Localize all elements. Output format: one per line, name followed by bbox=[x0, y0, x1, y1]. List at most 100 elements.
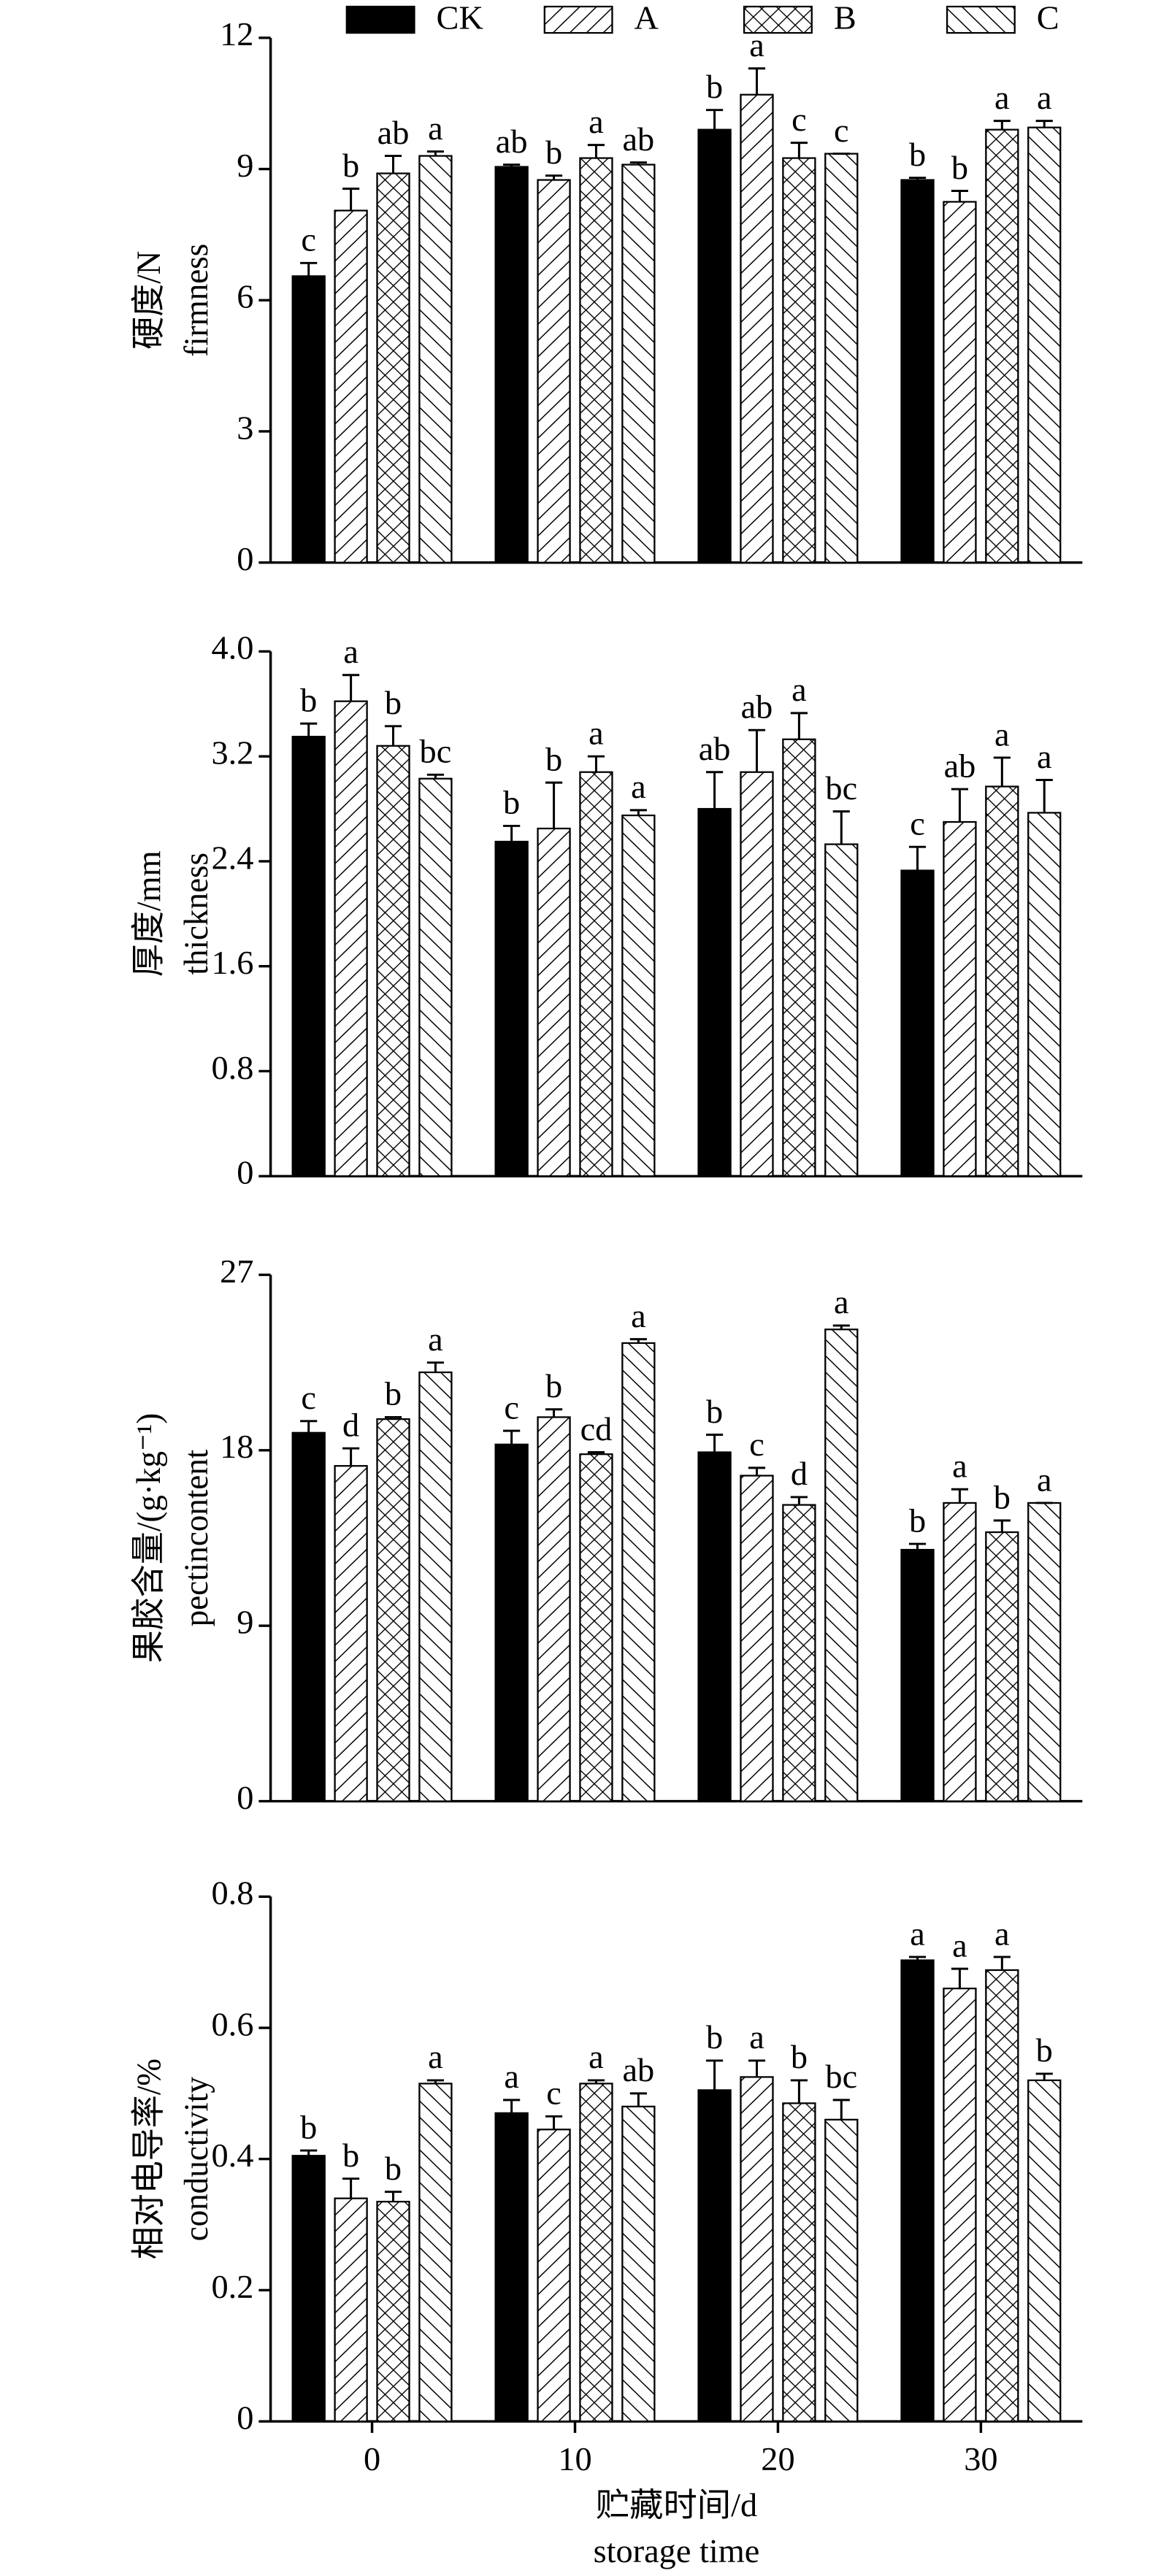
y-tick-label: 0 bbox=[237, 541, 253, 577]
significance-letter: a bbox=[589, 103, 604, 139]
significance-letter: b bbox=[385, 1375, 402, 1412]
bar bbox=[537, 179, 571, 564]
significance-letter: c bbox=[910, 805, 925, 842]
error-bar bbox=[545, 2115, 563, 2130]
bar bbox=[579, 2083, 613, 2423]
bar bbox=[376, 1418, 410, 1802]
y-axis-label: pectincontent bbox=[177, 1449, 215, 1626]
significance-letter: a bbox=[589, 715, 604, 751]
significance-letter: a bbox=[952, 1927, 967, 1964]
significance-letter: ab bbox=[699, 731, 731, 767]
significance-letter: cd bbox=[580, 1410, 613, 1447]
error-bar bbox=[951, 1967, 969, 1989]
significance-letter: a bbox=[749, 27, 764, 64]
y-tick-label: 0.8 bbox=[212, 1875, 254, 1911]
significance-letter: a bbox=[952, 1447, 967, 1484]
y-tick-label: 9 bbox=[237, 147, 253, 183]
y-tick-label: 0 bbox=[237, 1780, 253, 1816]
bar bbox=[1027, 126, 1062, 564]
error-bar bbox=[908, 845, 927, 871]
y-tick-label: 4.0 bbox=[212, 629, 254, 666]
bar bbox=[1027, 812, 1062, 1177]
error-bar bbox=[384, 155, 402, 174]
error-bar bbox=[790, 2079, 808, 2104]
bar bbox=[824, 1329, 859, 1802]
bar bbox=[985, 1531, 1019, 1802]
bar bbox=[418, 1371, 453, 1802]
error-bar bbox=[832, 1324, 850, 1330]
error-bar bbox=[503, 2099, 521, 2113]
bar bbox=[697, 2089, 732, 2423]
error-bar bbox=[300, 722, 318, 737]
significance-letter: a bbox=[631, 1297, 646, 1334]
significance-letter: b bbox=[300, 682, 317, 718]
error-bar bbox=[790, 142, 808, 158]
error-bar bbox=[629, 1338, 647, 1343]
bar bbox=[697, 128, 732, 564]
bar bbox=[621, 164, 656, 564]
error-bar bbox=[790, 1496, 808, 1505]
y-tick-label: 0.2 bbox=[212, 2268, 254, 2304]
error-bar bbox=[706, 1434, 724, 1453]
y-tick-label: 0.4 bbox=[212, 2137, 254, 2174]
significance-letter: d bbox=[342, 1407, 359, 1443]
significance-letter: a bbox=[504, 2058, 519, 2095]
error-bar bbox=[748, 1466, 766, 1476]
error-bar bbox=[832, 2099, 850, 2120]
error-bar bbox=[300, 261, 318, 277]
significance-letter: a bbox=[428, 1321, 443, 1358]
significance-letter: c bbox=[504, 1389, 519, 1426]
significance-letter: b bbox=[706, 1393, 723, 1429]
significance-letter: a bbox=[994, 716, 1010, 753]
error-bar bbox=[342, 674, 360, 701]
x-axis-label: 贮藏时间/d bbox=[596, 2487, 757, 2523]
y-tick-label: 9 bbox=[237, 1604, 253, 1640]
y-axis-label: 相对电导率/% bbox=[130, 2058, 168, 2259]
y-tick-label: 3.2 bbox=[212, 734, 254, 771]
y-tick-label: 3 bbox=[237, 410, 253, 446]
y-axis-label: thickness bbox=[177, 853, 215, 975]
significance-letter: a bbox=[749, 2019, 764, 2056]
significance-letter: ab bbox=[496, 123, 528, 159]
y-axis-label: conductivity bbox=[177, 2077, 215, 2241]
y-tick-label: 6 bbox=[237, 278, 253, 315]
bar bbox=[579, 157, 613, 564]
bar bbox=[900, 1548, 935, 1802]
bar bbox=[418, 777, 453, 1177]
significance-letter: b bbox=[385, 2150, 402, 2187]
legend-swatch bbox=[743, 5, 813, 34]
bar bbox=[621, 1342, 656, 1802]
error-bar bbox=[629, 809, 647, 816]
error-bar bbox=[587, 144, 605, 158]
x-tick-label: 20 bbox=[761, 2440, 794, 2477]
significance-letter: b bbox=[342, 147, 359, 183]
significance-letter: b bbox=[909, 1502, 926, 1539]
significance-letter: d bbox=[791, 1456, 808, 1492]
bar bbox=[418, 2083, 453, 2423]
significance-letter: b bbox=[706, 2019, 723, 2056]
error-bar bbox=[748, 728, 766, 772]
bar bbox=[943, 1502, 977, 1802]
error-bar bbox=[587, 755, 605, 772]
y-tick-label: 18 bbox=[220, 1429, 253, 1465]
bar bbox=[376, 745, 410, 1177]
bar bbox=[900, 179, 935, 564]
significance-letter: b bbox=[994, 1479, 1011, 1515]
bar bbox=[579, 1453, 613, 1802]
legend-label: B bbox=[834, 0, 856, 36]
error-bar bbox=[384, 725, 402, 746]
significance-letter: b bbox=[706, 69, 723, 105]
bar bbox=[537, 1416, 571, 1802]
error-bar bbox=[832, 810, 850, 845]
significance-letter: a bbox=[631, 769, 646, 805]
y-tick-label: 0.8 bbox=[212, 1049, 254, 1085]
error-bar bbox=[908, 1956, 927, 1961]
bar bbox=[824, 2118, 859, 2423]
legend-label: CK bbox=[437, 0, 483, 36]
error-bar bbox=[503, 164, 521, 167]
significance-letter: c bbox=[301, 221, 316, 258]
legend-swatch bbox=[543, 5, 613, 34]
significance-letter: a bbox=[589, 2039, 604, 2075]
significance-letter: b bbox=[342, 2137, 359, 2174]
x-tick-label: 30 bbox=[964, 2440, 997, 2477]
